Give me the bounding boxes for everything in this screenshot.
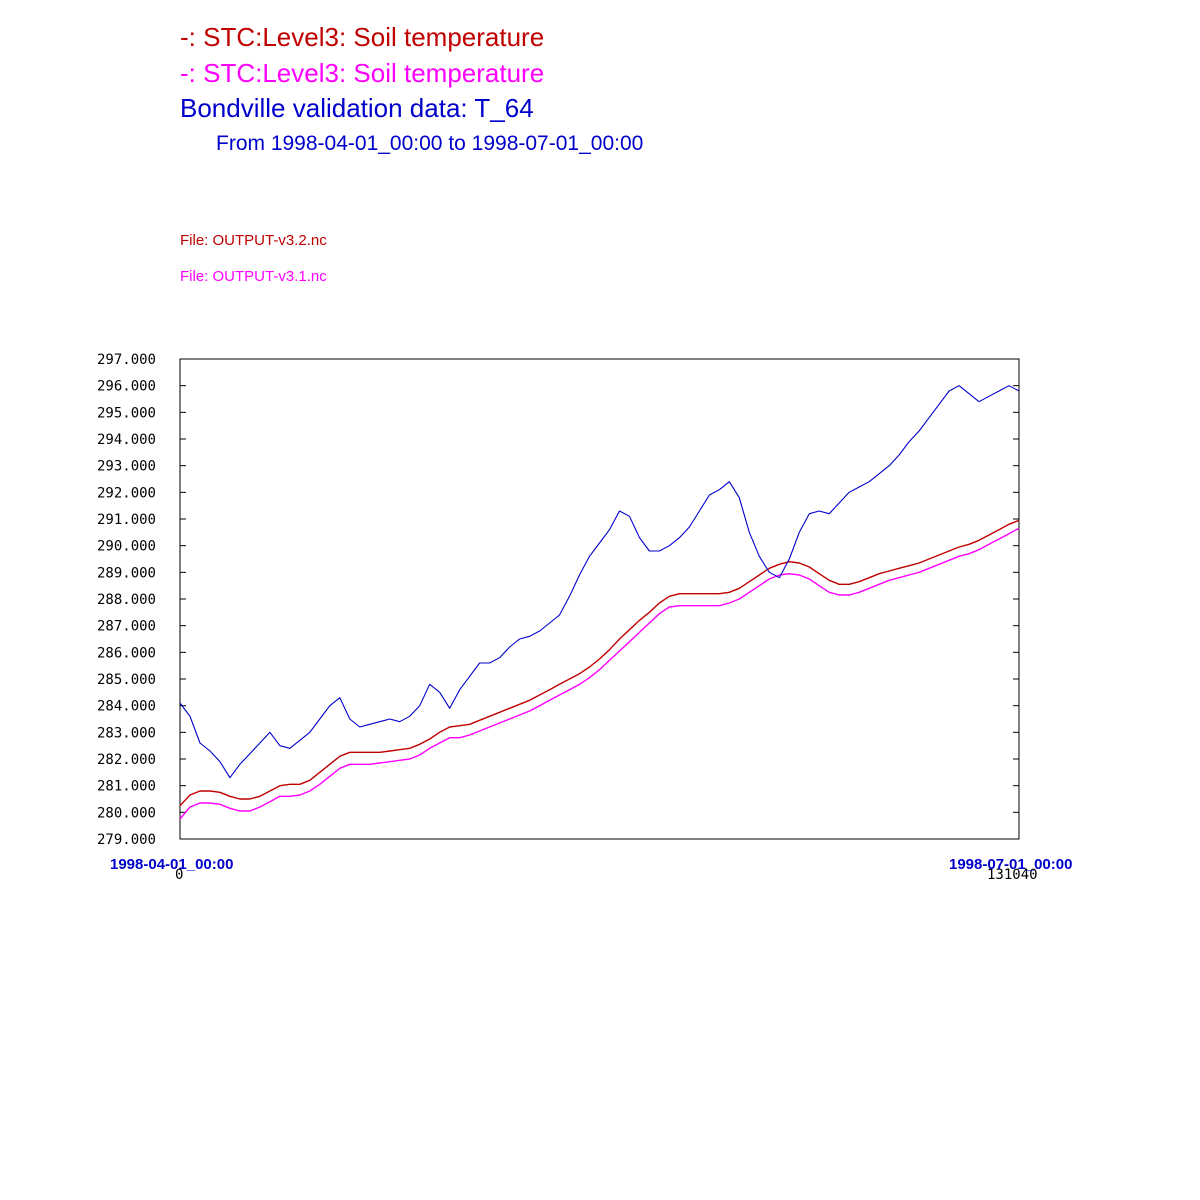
y-tick-label: 282.000	[97, 752, 156, 768]
chart-title: Bondville validation data: T_64	[180, 93, 534, 123]
y-tick-label: 285.000	[97, 672, 156, 688]
y-tick-label: 284.000	[97, 699, 156, 715]
x-axis: 0 131040	[175, 867, 1038, 883]
plot-frame	[179, 358, 1020, 840]
x-tick-label-start: 0	[175, 867, 183, 883]
x-tick-label-end: 131040	[987, 867, 1038, 883]
y-tick-label: 291.000	[97, 512, 156, 528]
date-range-subtitle: From 1998-04-01_00:00 to 1998-07-01_00:0…	[216, 132, 644, 155]
legend-line-series1: -: STC:Level3: Soil temperature	[180, 22, 545, 52]
y-tick-label: 297.000	[97, 352, 156, 368]
y-tick-label: 283.000	[97, 725, 156, 741]
series-line-v3-2	[179, 519, 1020, 807]
file-label-series1: File: OUTPUT-v3.2.nc	[180, 232, 327, 249]
y-tick-label: 295.000	[97, 405, 156, 421]
y-tick-label: 290.000	[97, 539, 156, 555]
y-tick-label: 296.000	[97, 379, 156, 395]
series-group	[179, 385, 1020, 820]
y-tick-label: 289.000	[97, 565, 156, 581]
x-date-label-end: 1998-07-01_00:00	[949, 856, 1073, 873]
y-tick-label: 279.000	[97, 832, 156, 848]
y-tick-label: 286.000	[97, 645, 156, 661]
y-tick-label: 288.000	[97, 592, 156, 608]
legend-line-series2: -: STC:Level3: Soil temperature	[180, 58, 545, 88]
file-label-series2: File: OUTPUT-v3.1.nc	[180, 268, 327, 285]
y-tick-label: 281.000	[97, 779, 156, 795]
y-tick-label: 292.000	[97, 485, 156, 501]
y-axis: 279.000 280.000 281.000 282.000 283.000 284.0…	[97, 352, 1019, 848]
y-tick-label: 280.000	[97, 805, 156, 821]
series-line-v3-1	[179, 527, 1020, 820]
series-line-observed	[179, 385, 1020, 779]
y-tick-label: 294.000	[97, 432, 156, 448]
y-tick-label: 293.000	[97, 459, 156, 475]
x-date-label-start: 1998-04-01_00:00	[110, 856, 234, 873]
y-tick-label: 287.000	[97, 619, 156, 635]
